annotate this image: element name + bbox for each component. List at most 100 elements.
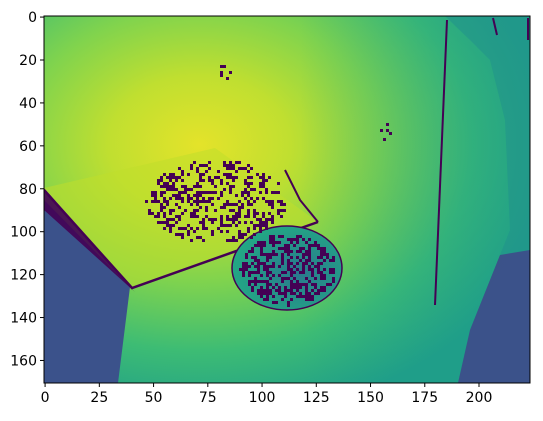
- noise-pixel: [260, 262, 263, 265]
- noise-pixel: [266, 265, 269, 268]
- y-tick-label: 160: [10, 353, 37, 369]
- noise-pixel: [314, 244, 317, 247]
- noise-pixel: [265, 221, 268, 224]
- noise-pixel: [326, 253, 329, 256]
- noise-pixel: [296, 283, 299, 286]
- noise-pixel: [271, 206, 274, 209]
- noise-pixel: [254, 283, 257, 286]
- noise-pixel: [311, 289, 314, 292]
- noise-pixel: [154, 194, 157, 197]
- noise-pixel: [259, 185, 262, 188]
- noise-pixel: [220, 230, 223, 233]
- noise-pixel: [244, 182, 247, 185]
- noise-pixel: [244, 167, 247, 170]
- noise-pixel: [383, 138, 386, 141]
- noise-pixel: [193, 215, 196, 218]
- noise-pixel: [320, 274, 323, 277]
- noise-pixel: [190, 215, 193, 218]
- noise-pixel: [323, 247, 326, 250]
- noise-pixel: [199, 179, 202, 182]
- noise-pixel: [205, 227, 208, 230]
- noise-pixel: [232, 236, 235, 239]
- noise-pixel: [178, 227, 181, 230]
- noise-pixel: [268, 176, 271, 179]
- x-tick-label: 75: [199, 390, 217, 406]
- noise-pixel: [317, 244, 320, 247]
- noise-pixel: [169, 212, 172, 215]
- noise-pixel: [265, 224, 268, 227]
- noise-pixel: [308, 253, 311, 256]
- noise-pixel: [169, 188, 172, 191]
- noise-pixel: [151, 191, 154, 194]
- noise-pixel: [275, 283, 278, 286]
- y-axis: 0 20 40 60 80 100 120 140 160: [10, 10, 44, 369]
- noise-pixel: [269, 238, 272, 241]
- noise-pixel: [305, 295, 308, 298]
- noise-pixel: [226, 200, 229, 203]
- noise-pixel: [287, 262, 290, 265]
- noise-pixel: [247, 176, 250, 179]
- noise-pixel: [160, 194, 163, 197]
- noise-pixel: [184, 185, 187, 188]
- noise-pixel: [287, 265, 290, 268]
- noise-pixel: [244, 188, 247, 191]
- noise-pixel: [323, 277, 326, 280]
- noise-pixel: [199, 191, 202, 194]
- noise-pixel: [241, 167, 244, 170]
- noise-pixel: [283, 209, 286, 212]
- noise-pixel: [290, 280, 293, 283]
- noise-pixel: [251, 286, 254, 289]
- noise-pixel: [302, 253, 305, 256]
- noise-pixel: [320, 286, 323, 289]
- noise-pixel: [199, 200, 202, 203]
- noise-pixel: [175, 203, 178, 206]
- noise-pixel: [235, 239, 238, 242]
- noise-pixel: [226, 167, 229, 170]
- noise-pixel: [205, 170, 208, 173]
- noise-pixel: [187, 224, 190, 227]
- noise-pixel: [386, 129, 389, 132]
- noise-pixel: [248, 265, 251, 268]
- noise-pixel: [293, 238, 296, 241]
- noise-pixel: [287, 238, 290, 241]
- noise-pixel: [199, 176, 202, 179]
- noise-pixel: [248, 271, 251, 274]
- x-tick-label: 150: [357, 390, 384, 406]
- noise-pixel: [250, 236, 253, 239]
- noise-pixel: [226, 176, 229, 179]
- noise-pixel: [296, 256, 299, 259]
- noise-pixel: [260, 244, 263, 247]
- x-tick-label: 25: [90, 390, 108, 406]
- noise-pixel: [281, 298, 284, 301]
- noise-pixel: [278, 241, 281, 244]
- noise-pixel: [262, 215, 265, 218]
- noise-pixel: [269, 235, 272, 238]
- noise-pixel: [251, 271, 254, 274]
- noise-pixel: [202, 218, 205, 221]
- noise-pixel: [181, 227, 184, 230]
- noise-pixel: [284, 250, 287, 253]
- noise-pixel: [332, 280, 335, 283]
- noise-pixel: [235, 212, 238, 215]
- noise-pixel: [190, 164, 193, 167]
- noise-pixel: [305, 286, 308, 289]
- noise-pixel: [253, 188, 256, 191]
- noise-pixel: [271, 200, 274, 203]
- noise-pixel: [226, 173, 229, 176]
- noise-pixel: [317, 256, 320, 259]
- noise-pixel: [259, 224, 262, 227]
- noise-pixel: [262, 212, 265, 215]
- noise-pixel: [269, 253, 272, 256]
- noise-pixel: [266, 295, 269, 298]
- noise-pixel: [229, 224, 232, 227]
- noise-pixel: [254, 259, 257, 262]
- noise-pixel: [166, 203, 169, 206]
- noise-pixel: [272, 238, 275, 241]
- noise-pixel: [281, 259, 284, 262]
- noise-pixel: [323, 253, 326, 256]
- noise-pixel: [202, 164, 205, 167]
- noise-pixel: [151, 212, 154, 215]
- noise-pixel: [256, 224, 259, 227]
- x-tick-label: 125: [303, 390, 330, 406]
- noise-pixel: [283, 203, 286, 206]
